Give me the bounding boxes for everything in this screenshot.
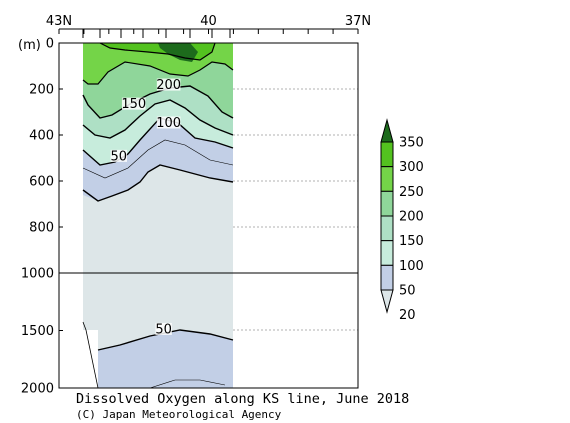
contour-label-bg xyxy=(156,78,181,91)
colorbar-label: 20 xyxy=(399,308,416,323)
contour-label-bg xyxy=(156,116,181,129)
top-axis-tick-label: 43N xyxy=(46,14,72,29)
colorbar-segment xyxy=(380,190,394,217)
colorbar-label: 150 xyxy=(399,234,424,249)
colorbar-label: 300 xyxy=(399,160,424,175)
colorbar-label: 100 xyxy=(399,259,424,274)
contour-fill-layer xyxy=(83,43,233,388)
y-axis-tick-label: 600 xyxy=(29,175,54,190)
colorbar-label: 50 xyxy=(399,284,416,299)
colorbar-segment xyxy=(380,289,394,314)
y-axis-tick-label: 2000 xyxy=(21,382,54,397)
y-axis-labels: 0 200 400 600 800 1000 1500 2000 xyxy=(21,37,63,397)
contour-label-bg xyxy=(121,97,146,110)
y-axis-tick-label: 200 xyxy=(29,83,54,98)
colorbar-label: 200 xyxy=(399,210,424,225)
y-axis-tick-label: 0 xyxy=(46,37,54,52)
fill-band-50-100-lower xyxy=(98,330,233,388)
contour-line-100 xyxy=(82,117,234,166)
colorbar-segment xyxy=(380,264,394,291)
colorbar-segment xyxy=(380,166,394,192)
y-axis-tick-label: 1500 xyxy=(21,324,54,339)
y-axis-unit-label: (m) xyxy=(18,38,41,53)
colorbar: 20 50 100 150 200 250 300 350 xyxy=(380,118,424,323)
contour-line-thin-lower xyxy=(149,379,226,388)
contour-line-300 xyxy=(99,43,216,61)
contour-line-200 xyxy=(82,85,234,119)
credit-text: (C) Japan Meteorological Agency xyxy=(76,408,282,421)
contour-line-250 xyxy=(82,61,234,85)
plot-frame xyxy=(58,42,359,389)
top-axis-labels: 43N 40 37N xyxy=(46,14,371,29)
contour-label: 100 xyxy=(156,116,181,131)
contour-labels: 200 150 100 50 50 xyxy=(111,78,182,337)
colorbar-label: 250 xyxy=(399,185,424,200)
colorbar-segment xyxy=(380,118,394,143)
colorbar-label: 350 xyxy=(399,136,424,151)
contour-line-thin-upper xyxy=(82,139,234,179)
gridlines xyxy=(233,88,358,331)
contour-label: 50 xyxy=(111,149,128,164)
contour-label: 200 xyxy=(156,78,181,93)
fill-band-350-plus xyxy=(158,43,198,62)
contour-label: 150 xyxy=(121,97,146,112)
fill-gap-lower-left xyxy=(83,330,98,388)
colorbar-segment xyxy=(380,215,394,242)
contour-label-bg xyxy=(110,149,127,162)
top-axis-tick-label: 37N xyxy=(345,14,371,29)
data-edge-lower-left xyxy=(82,321,99,388)
colorbar-segment xyxy=(380,240,394,266)
contour-label-bg xyxy=(155,322,172,335)
contour-line-150 xyxy=(82,99,234,139)
contour-line-50-upper xyxy=(82,164,234,202)
top-axis-tick-label: 40 xyxy=(200,14,217,29)
y-axis-tick-label: 1000 xyxy=(21,267,54,282)
top-axis-ticks xyxy=(58,29,359,38)
y-axis-tick-label: 400 xyxy=(29,129,54,144)
contour-label: 50 xyxy=(155,322,172,337)
colorbar-segment xyxy=(380,141,394,168)
chart-title: Dissolved Oxygen along KS line, June 201… xyxy=(76,391,409,407)
y-axis-tick-label: 800 xyxy=(29,221,54,236)
